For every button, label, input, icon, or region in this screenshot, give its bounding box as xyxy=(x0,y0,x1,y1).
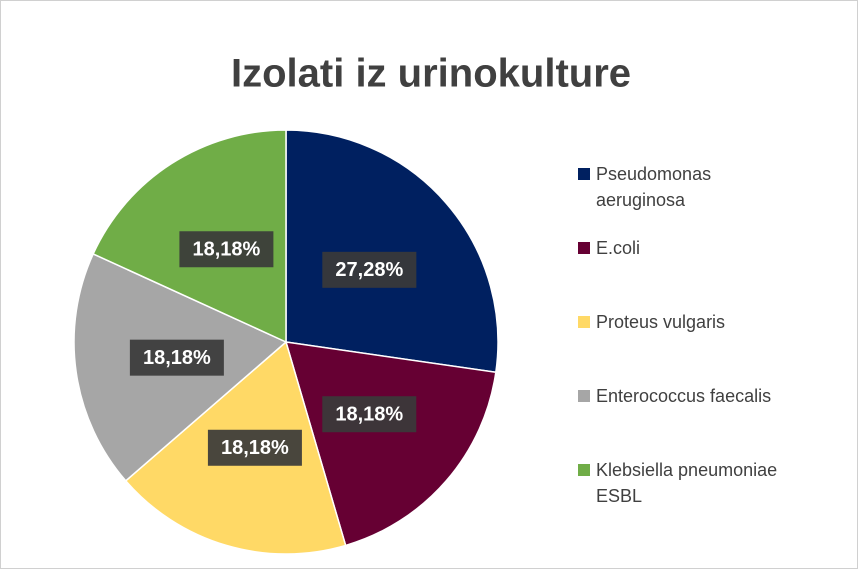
legend-item: Proteus vulgaris xyxy=(578,309,848,383)
legend-item: Klebsiella pneumoniae ESBL xyxy=(578,457,848,531)
value-label: 18,18% xyxy=(192,239,260,261)
legend-item: Enterococcus faecalis xyxy=(578,383,848,457)
legend-swatch xyxy=(578,390,590,402)
value-label: 27,28% xyxy=(335,259,403,281)
value-label: 18,18% xyxy=(221,437,289,459)
legend-label: Proteus vulgaris xyxy=(596,312,726,332)
value-label-box xyxy=(207,429,302,466)
legend-swatch xyxy=(578,464,590,476)
value-label-box xyxy=(179,231,274,268)
legend: Pseudomonas aeruginosa E.coli Proteus vulg… xyxy=(578,161,848,531)
pie-slice xyxy=(284,341,497,547)
legend-label: Klebsiella pneumoniae ESBL xyxy=(596,460,778,506)
value-label: 18,18% xyxy=(335,404,403,426)
legend-swatch xyxy=(578,168,590,180)
legend-item: Pseudomonas aeruginosa xyxy=(578,161,848,235)
legend-item: E.coli xyxy=(578,235,848,309)
value-label-box xyxy=(322,396,417,433)
legend-label: Pseudomonas aeruginosa xyxy=(596,164,712,210)
chart-title: Izolati iz urinokulture xyxy=(231,52,631,96)
value-label-box xyxy=(129,339,224,376)
legend-label: E.coli xyxy=(596,238,641,258)
pie-slice xyxy=(285,129,499,374)
legend-swatch xyxy=(578,242,590,254)
value-label-box xyxy=(322,251,417,288)
value-label: 18,18% xyxy=(143,347,211,369)
legend-swatch xyxy=(578,316,590,328)
legend-label: Enterococcus faecalis xyxy=(596,386,772,406)
